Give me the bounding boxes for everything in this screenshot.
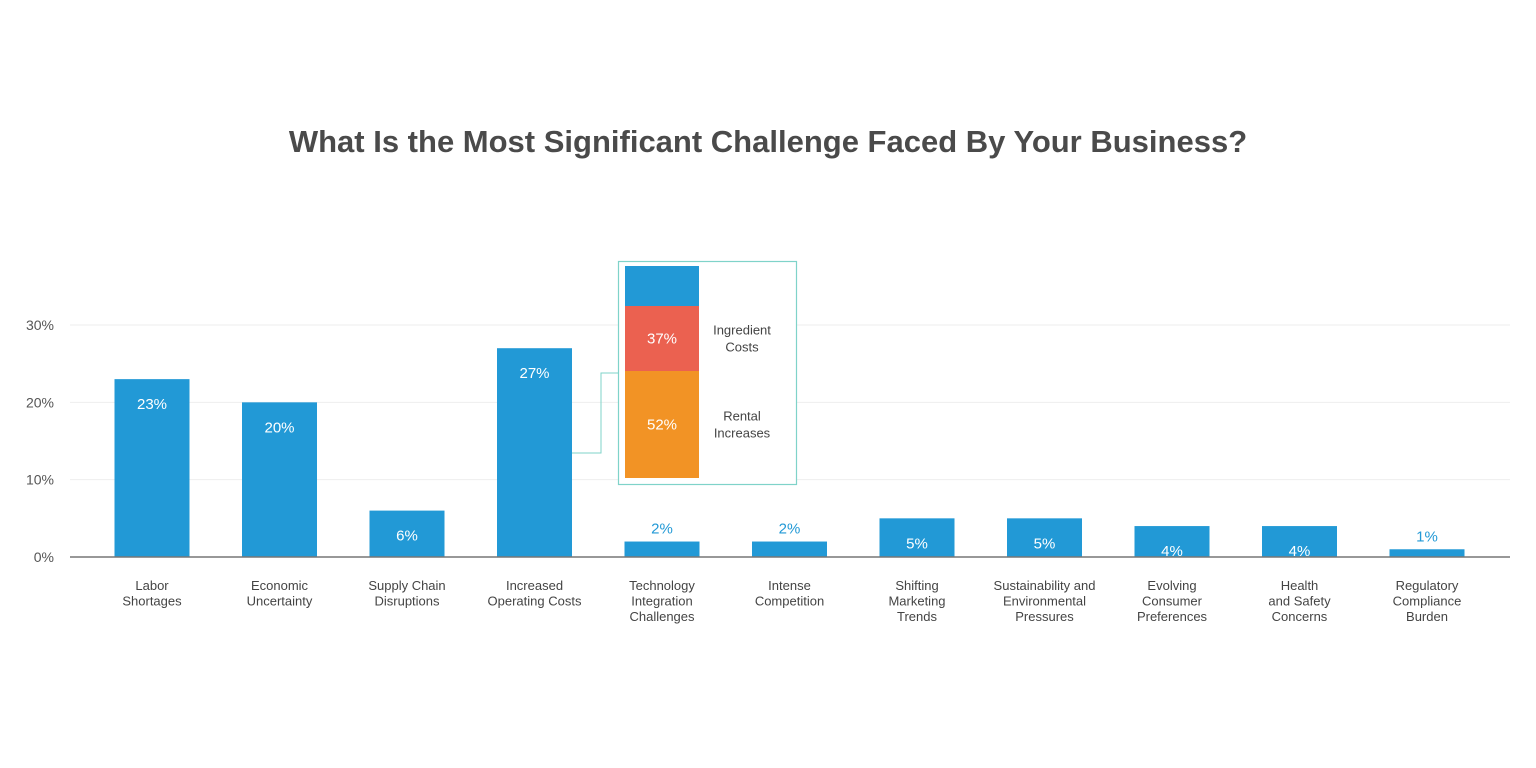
- x-tick-label: Sustainability and: [994, 578, 1096, 593]
- bar: [879, 518, 955, 557]
- breakdown-name: Ingredient: [713, 323, 771, 338]
- bar: [242, 402, 317, 557]
- x-tick-label: Disruptions: [374, 594, 440, 609]
- x-tick-label: Preferences: [1137, 609, 1208, 624]
- x-tick-label: Uncertainty: [247, 594, 313, 609]
- data-label: 2%: [651, 521, 673, 538]
- bar: [1007, 518, 1082, 557]
- data-label: 23%: [137, 396, 167, 413]
- y-tick-label: 20%: [26, 394, 54, 410]
- x-tick-label: Evolving: [1147, 578, 1196, 593]
- bar: [114, 379, 190, 557]
- x-tick-label: Burden: [1406, 609, 1448, 624]
- data-label: 27%: [519, 365, 549, 382]
- bar: [752, 541, 827, 557]
- y-tick-label: 0%: [34, 549, 54, 565]
- connector-line: [572, 372, 625, 454]
- breakdown-label: 52%: [647, 417, 677, 434]
- x-tick-label: and Safety: [1268, 594, 1331, 609]
- x-tick-label: Compliance: [1393, 594, 1462, 609]
- bar: [497, 348, 572, 557]
- breakdown-segment: [625, 266, 699, 306]
- breakdown-label: 37%: [647, 331, 677, 348]
- data-label: 2%: [779, 521, 801, 538]
- x-tick-label: Economic: [251, 578, 309, 593]
- x-tick-label: Pressures: [1015, 609, 1074, 624]
- data-label: 5%: [906, 535, 928, 552]
- breakdown-name: Rental: [723, 409, 761, 424]
- data-label: 4%: [1161, 543, 1183, 560]
- x-tick-label: Shifting: [895, 578, 938, 593]
- x-tick-label: Labor: [135, 578, 169, 593]
- x-tick-label: Shortages: [122, 594, 182, 609]
- y-tick-label: 30%: [26, 317, 54, 333]
- breakdown-segment: [625, 371, 699, 478]
- x-tick-label: Consumer: [1142, 594, 1203, 609]
- x-tick-label: Technology: [629, 578, 695, 593]
- x-tick-label: Competition: [755, 594, 824, 609]
- y-tick-label: 10%: [26, 472, 54, 488]
- x-tick-label: Intense: [768, 578, 811, 593]
- bar: [624, 541, 700, 557]
- x-tick-label: Increased: [506, 578, 563, 593]
- bar: [1134, 526, 1210, 557]
- x-tick-label: Marketing: [888, 594, 945, 609]
- x-tick-label: Environmental: [1003, 594, 1086, 609]
- data-label: 1%: [1416, 528, 1438, 545]
- breakdown-segment: [625, 306, 699, 371]
- data-label: 5%: [1034, 535, 1056, 552]
- x-tick-label: Challenges: [629, 609, 695, 624]
- x-tick-label: Concerns: [1272, 609, 1328, 624]
- bar: [1262, 526, 1337, 557]
- chart-title: What Is the Most Significant Challenge F…: [288, 124, 1248, 159]
- x-tick-label: Trends: [897, 609, 937, 624]
- breakdown-name: Costs: [725, 340, 759, 355]
- x-tick-label: Health: [1281, 578, 1319, 593]
- breakdown-name: Increases: [714, 426, 771, 441]
- data-label: 6%: [396, 528, 418, 545]
- bar: [1389, 549, 1465, 557]
- data-label: 4%: [1289, 543, 1311, 560]
- data-label: 20%: [264, 419, 294, 436]
- x-tick-label: Regulatory: [1396, 578, 1459, 593]
- x-tick-label: Operating Costs: [488, 594, 582, 609]
- x-tick-label: Supply Chain: [368, 578, 445, 593]
- bar: [369, 510, 445, 557]
- x-tick-label: Integration: [631, 594, 692, 609]
